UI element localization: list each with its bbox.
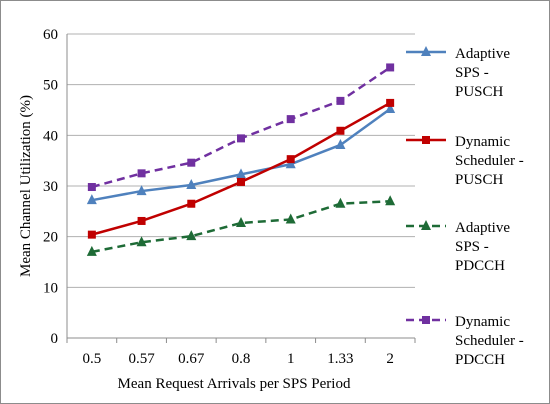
data-point-dynamic-scheduler-pusch-0-57 (137, 216, 146, 225)
data-point-adaptive-sps-pusch-2 (385, 102, 396, 113)
y-tick-label-0: 0 (51, 331, 59, 347)
data-point-dynamic-scheduler-pdcch-2 (386, 63, 395, 72)
legend-label: PDCCH (455, 352, 505, 368)
x-tick-label-0-8: 0.8 (232, 351, 251, 367)
data-point-adaptive-sps-pusch-0-57 (136, 185, 147, 196)
data-point-dynamic-scheduler-pdcch-0-8 (237, 134, 245, 143)
data-point-dynamic-scheduler-pdcch-0-67 (187, 158, 196, 167)
data-point-adaptive-sps-pdcch-1-33 (335, 197, 346, 208)
y-tick-label-10: 10 (43, 280, 58, 296)
y-tick-label-60: 60 (43, 27, 58, 43)
y-tick-label-40: 40 (43, 128, 58, 144)
data-point-adaptive-sps-pusch-0-8 (236, 168, 246, 179)
y-tick-label-20: 20 (43, 230, 58, 246)
data-point-adaptive-sps-pdcch-0-67 (186, 230, 197, 241)
legend-label: PDCCH (455, 258, 505, 274)
data-point-adaptive-sps-pdcch-2 (385, 195, 396, 206)
series-adaptive-sps-pdcch (86, 195, 396, 256)
series-lines (86, 63, 396, 256)
data-point-adaptive-sps-pusch-0-67 (186, 178, 197, 189)
legend-item-adaptive-sps-pusch: Adaptive SPS - PUSCH (406, 46, 510, 100)
y-tick-label-30: 30 (43, 179, 58, 195)
x-tick-label-0-67: 0.67 (178, 351, 205, 367)
data-point-dynamic-scheduler-pusch-2 (386, 98, 395, 107)
legend-item-dynamic-scheduler-pdcch: Dynamic Scheduler - PDCCH (406, 314, 524, 368)
data-point-dynamic-scheduler-pdcch-1 (286, 115, 295, 124)
data-point-adaptive-sps-pusch-1 (285, 158, 296, 169)
x-tick-label-1-33: 1.33 (327, 351, 353, 367)
legend-label: Dynamic (455, 314, 510, 330)
data-point-adaptive-sps-pusch-1-33 (335, 138, 346, 149)
series-dynamic-scheduler-pdcch (87, 63, 395, 192)
data-point-dynamic-scheduler-pusch-1 (286, 155, 295, 164)
data-point-dynamic-scheduler-pusch-0-67 (187, 199, 196, 208)
legend-item-adaptive-sps-pdcch: Adaptive SPS - PDCCH (406, 220, 510, 274)
x-tick-label-0-5: 0.5 (82, 351, 101, 367)
legend-label: Scheduler - (455, 333, 524, 349)
data-point-adaptive-sps-pdcch-0-57 (136, 236, 147, 247)
legend-label: SPS - (455, 65, 489, 81)
data-point-dynamic-scheduler-pdcch-0-5 (87, 183, 96, 192)
legend-label: PUSCH (455, 172, 504, 188)
data-point-dynamic-scheduler-pdcch-0-57 (137, 169, 146, 178)
data-point-adaptive-sps-pusch-0-5 (86, 194, 97, 205)
data-point-dynamic-scheduler-pusch-1-33 (336, 126, 345, 135)
series-adaptive-sps-pusch (86, 102, 396, 205)
data-point-adaptive-sps-pdcch-0-8 (236, 216, 246, 227)
legend: Adaptive SPS - PUSCH Dynamic Scheduler - PUSC… (406, 46, 524, 368)
legend-label: PUSCH (455, 84, 504, 100)
data-point-adaptive-sps-pdcch-1 (285, 213, 296, 224)
data-point-dynamic-scheduler-pusch-0-8 (237, 177, 245, 186)
x-tick-label-2: 2 (386, 351, 394, 367)
axes: 0 10 20 30 40 50 60 0.5 0.57 0.67 0.8 1 1.33 2 (43, 27, 416, 367)
x-tick-label-1: 1 (287, 351, 295, 367)
x-axis-title: Mean Request Arrivals per SPS Period (118, 376, 351, 392)
legend-item-dynamic-scheduler-pusch: Dynamic Scheduler - PUSCH (406, 134, 524, 188)
legend-label: SPS - (455, 239, 489, 255)
legend-label: Adaptive (455, 220, 510, 236)
series-dynamic-scheduler-pusch (87, 98, 395, 239)
legend-label: Scheduler - (455, 153, 524, 169)
legend-label: Dynamic (455, 134, 510, 150)
x-tick-label-0-57: 0.57 (128, 351, 155, 367)
legend-label: Adaptive (455, 46, 510, 62)
y-tick-label-50: 50 (43, 78, 58, 94)
data-point-adaptive-sps-pdcch-0-5 (86, 245, 97, 256)
legend-key-marker (422, 136, 430, 144)
data-point-dynamic-scheduler-pdcch-1-33 (336, 96, 345, 105)
y-axis-title: Mean Channel Utilization (%) (18, 95, 34, 277)
gridlines (67, 33, 415, 288)
legend-key-marker (421, 220, 431, 230)
data-point-dynamic-scheduler-pusch-0-5 (87, 230, 96, 239)
legend-key-marker (421, 46, 431, 56)
legend-key-marker (422, 316, 430, 324)
